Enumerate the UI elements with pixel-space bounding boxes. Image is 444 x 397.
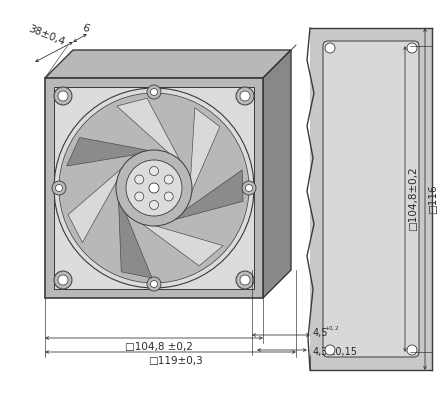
- Circle shape: [150, 166, 159, 175]
- Polygon shape: [45, 50, 291, 78]
- Circle shape: [54, 271, 72, 289]
- Text: □104,8 ±0,2: □104,8 ±0,2: [125, 342, 193, 352]
- Circle shape: [52, 181, 66, 195]
- Text: □116: □116: [428, 184, 438, 214]
- Circle shape: [59, 93, 249, 283]
- Circle shape: [116, 150, 192, 226]
- Circle shape: [407, 43, 417, 53]
- Circle shape: [126, 160, 182, 216]
- Bar: [310, 28, 432, 370]
- Text: 4,3±0,15: 4,3±0,15: [313, 347, 358, 357]
- Polygon shape: [188, 108, 220, 200]
- Circle shape: [164, 175, 173, 184]
- Polygon shape: [117, 98, 185, 169]
- Text: □104,8±0,2: □104,8±0,2: [408, 167, 418, 231]
- Text: □119±0,3: □119±0,3: [147, 356, 202, 366]
- Circle shape: [149, 183, 159, 193]
- Circle shape: [242, 181, 256, 195]
- Text: Ø125: Ø125: [214, 146, 242, 248]
- Circle shape: [135, 175, 144, 184]
- Polygon shape: [68, 162, 129, 243]
- Circle shape: [236, 87, 254, 105]
- Circle shape: [164, 192, 173, 201]
- Circle shape: [54, 88, 254, 288]
- Circle shape: [236, 271, 254, 289]
- Polygon shape: [45, 78, 263, 298]
- Circle shape: [147, 85, 161, 99]
- Text: 6: 6: [80, 22, 90, 34]
- Circle shape: [150, 200, 159, 210]
- Circle shape: [325, 345, 335, 355]
- Circle shape: [58, 91, 68, 101]
- Text: 38±0,4: 38±0,4: [26, 23, 66, 47]
- Text: 4,5: 4,5: [313, 328, 329, 338]
- Circle shape: [246, 185, 253, 191]
- Circle shape: [407, 345, 417, 355]
- Circle shape: [240, 91, 250, 101]
- Circle shape: [56, 185, 63, 191]
- Circle shape: [54, 87, 72, 105]
- Polygon shape: [67, 137, 159, 166]
- Circle shape: [147, 277, 161, 291]
- Text: $^{+0,2}$: $^{+0,2}$: [324, 326, 340, 335]
- Polygon shape: [135, 218, 223, 266]
- Circle shape: [240, 275, 250, 285]
- Circle shape: [58, 275, 68, 285]
- Polygon shape: [263, 50, 291, 298]
- FancyBboxPatch shape: [323, 41, 419, 357]
- Circle shape: [325, 43, 335, 53]
- Polygon shape: [166, 170, 243, 222]
- Circle shape: [151, 281, 158, 287]
- Circle shape: [135, 192, 144, 201]
- Polygon shape: [54, 87, 254, 289]
- Circle shape: [151, 89, 158, 96]
- Polygon shape: [118, 191, 152, 278]
